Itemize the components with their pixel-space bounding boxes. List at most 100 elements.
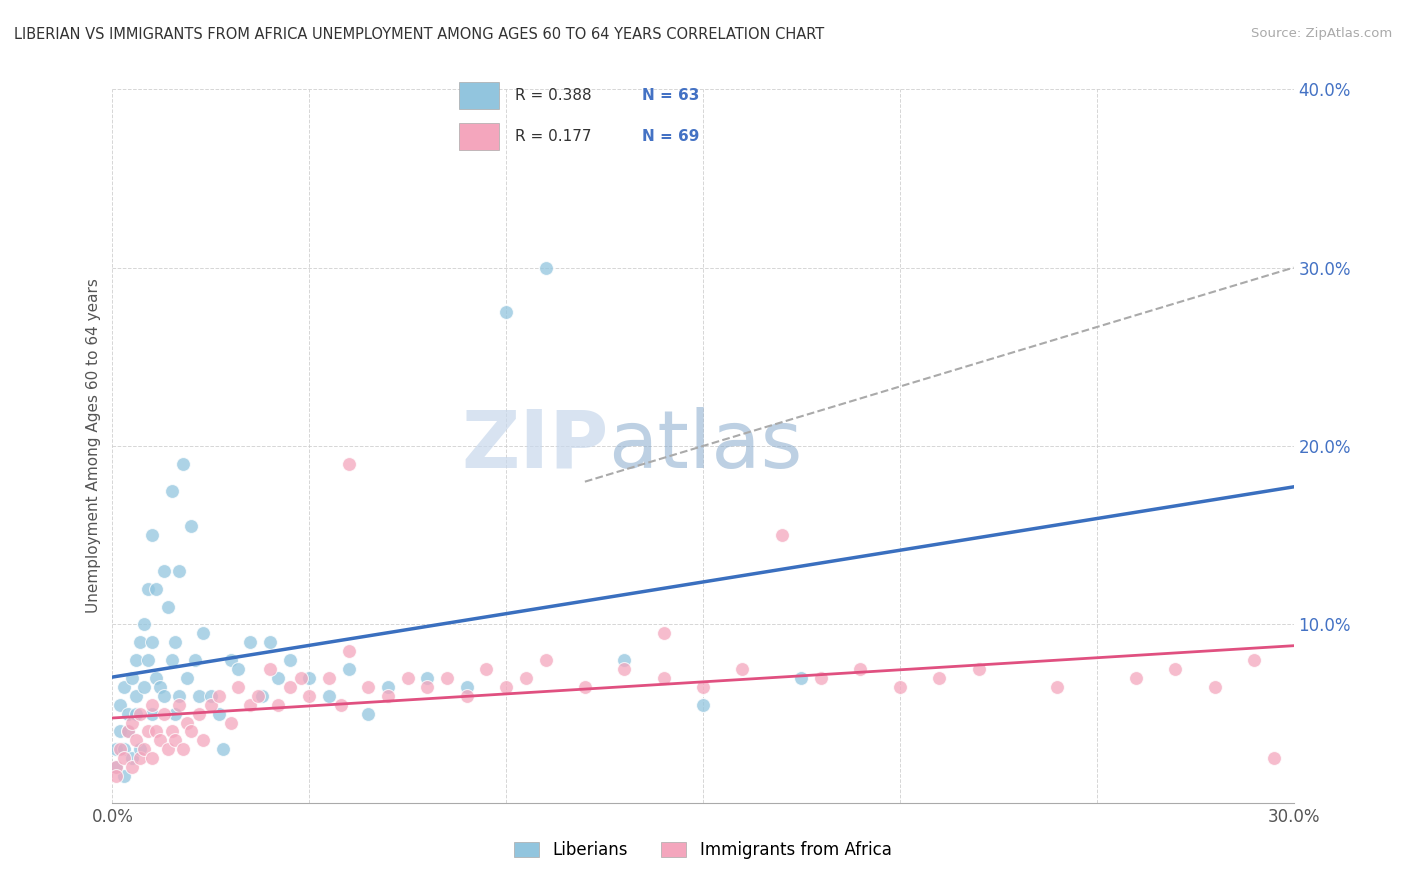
Point (278, 653, 301, 667)
Point (129, 706, 152, 721)
Point (534, 653, 557, 667)
Point (132, 617, 155, 632)
Point (136, 582, 159, 596)
Point (436, 671, 458, 685)
Point (416, 680, 439, 694)
Point (105, 769, 128, 783)
Point (1046, 680, 1069, 694)
Point (652, 671, 675, 685)
Point (121, 671, 143, 685)
Point (290, 671, 312, 685)
Point (574, 680, 596, 694)
Point (259, 662, 281, 676)
Point (337, 644, 360, 658)
Point (152, 706, 174, 721)
Point (259, 635, 281, 649)
Point (117, 706, 139, 721)
Point (534, 260, 557, 275)
Point (112, 769, 135, 783)
Point (456, 689, 478, 703)
Point (219, 653, 242, 667)
Point (652, 626, 675, 640)
Point (357, 706, 380, 721)
Point (692, 698, 714, 712)
Point (329, 698, 352, 712)
Point (112, 742, 135, 756)
Point (200, 689, 222, 703)
Point (456, 680, 478, 694)
Point (136, 724, 159, 739)
Point (278, 680, 301, 694)
Point (613, 662, 636, 676)
Point (132, 680, 155, 694)
Point (357, 680, 380, 694)
Point (191, 626, 214, 640)
Point (377, 689, 399, 703)
Point (176, 671, 198, 685)
Point (165, 733, 187, 747)
Point (172, 457, 194, 471)
Point (1164, 662, 1187, 676)
Point (1125, 671, 1147, 685)
Point (145, 724, 167, 739)
Point (318, 671, 340, 685)
Point (117, 724, 139, 739)
Point (141, 698, 163, 712)
Point (136, 653, 159, 667)
Point (219, 715, 242, 730)
Point (105, 760, 128, 774)
Point (239, 698, 262, 712)
Point (810, 671, 832, 685)
Point (928, 671, 950, 685)
Point (156, 599, 179, 614)
Text: N = 69: N = 69 (641, 129, 699, 144)
Point (169, 689, 191, 703)
Point (125, 706, 148, 721)
Point (121, 715, 143, 730)
Point (121, 760, 143, 774)
Legend: Liberians, Immigrants from Africa: Liberians, Immigrants from Africa (508, 835, 898, 866)
Point (110, 698, 132, 712)
Point (377, 680, 399, 694)
Point (125, 653, 148, 667)
Point (141, 635, 163, 649)
Point (129, 751, 152, 765)
Point (889, 680, 911, 694)
Point (495, 305, 517, 319)
Point (129, 635, 152, 649)
Point (416, 671, 439, 685)
Point (141, 751, 163, 765)
Point (475, 662, 498, 676)
Text: LIBERIAN VS IMMIGRANTS FROM AFRICA UNEMPLOYMENT AMONG AGES 60 TO 64 YEARS CORREL: LIBERIAN VS IMMIGRANTS FROM AFRICA UNEMP… (14, 27, 824, 42)
Point (110, 742, 132, 756)
Point (132, 742, 155, 756)
Point (267, 698, 290, 712)
Point (228, 680, 250, 694)
Point (160, 653, 183, 667)
Point (152, 564, 174, 578)
Point (188, 706, 211, 721)
Point (247, 689, 270, 703)
Point (495, 680, 517, 694)
Point (145, 582, 167, 596)
Point (228, 662, 250, 676)
Point (141, 528, 163, 542)
Point (318, 689, 340, 703)
Point (250, 689, 273, 703)
Point (125, 689, 148, 703)
Point (105, 742, 128, 756)
Text: R = 0.177: R = 0.177 (515, 129, 592, 144)
Point (145, 671, 167, 685)
Point (1243, 653, 1265, 667)
Point (1204, 680, 1226, 694)
Point (141, 706, 163, 721)
Point (112, 751, 135, 765)
Point (337, 457, 360, 471)
Point (849, 662, 872, 676)
Point (208, 706, 231, 721)
Point (156, 742, 179, 756)
Point (188, 689, 211, 703)
Point (152, 689, 174, 703)
Text: R = 0.388: R = 0.388 (515, 88, 592, 103)
Point (165, 706, 187, 721)
